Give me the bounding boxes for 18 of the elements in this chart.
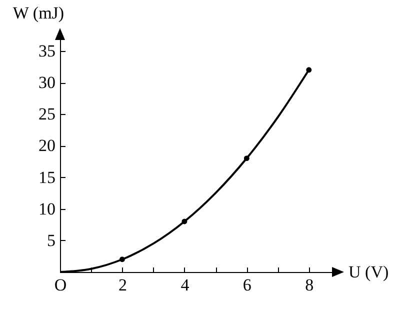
- y-tick-label: 30: [38, 73, 56, 92]
- point: [244, 156, 250, 162]
- y-tick-label: 15: [38, 168, 56, 187]
- y-tick-label: 25: [38, 104, 56, 124]
- x-tick-label: 8: [305, 276, 314, 294]
- x-tick-label: 4: [180, 276, 190, 294]
- y-tick-label: 35: [38, 41, 56, 60]
- point: [182, 218, 188, 224]
- x-axis-title: U (V): [348, 262, 389, 282]
- point: [306, 67, 312, 73]
- y-tick-label: 5: [47, 230, 56, 250]
- y-axis-title: W (mJ): [12, 4, 64, 22]
- point: [119, 256, 125, 262]
- x-tick-label: O: [54, 276, 67, 294]
- y-tick-label: 10: [38, 199, 56, 218]
- x-tick-label: 6: [242, 276, 252, 294]
- y-tick-label: 20: [38, 136, 56, 156]
- x-tick-label: 2: [118, 276, 127, 294]
